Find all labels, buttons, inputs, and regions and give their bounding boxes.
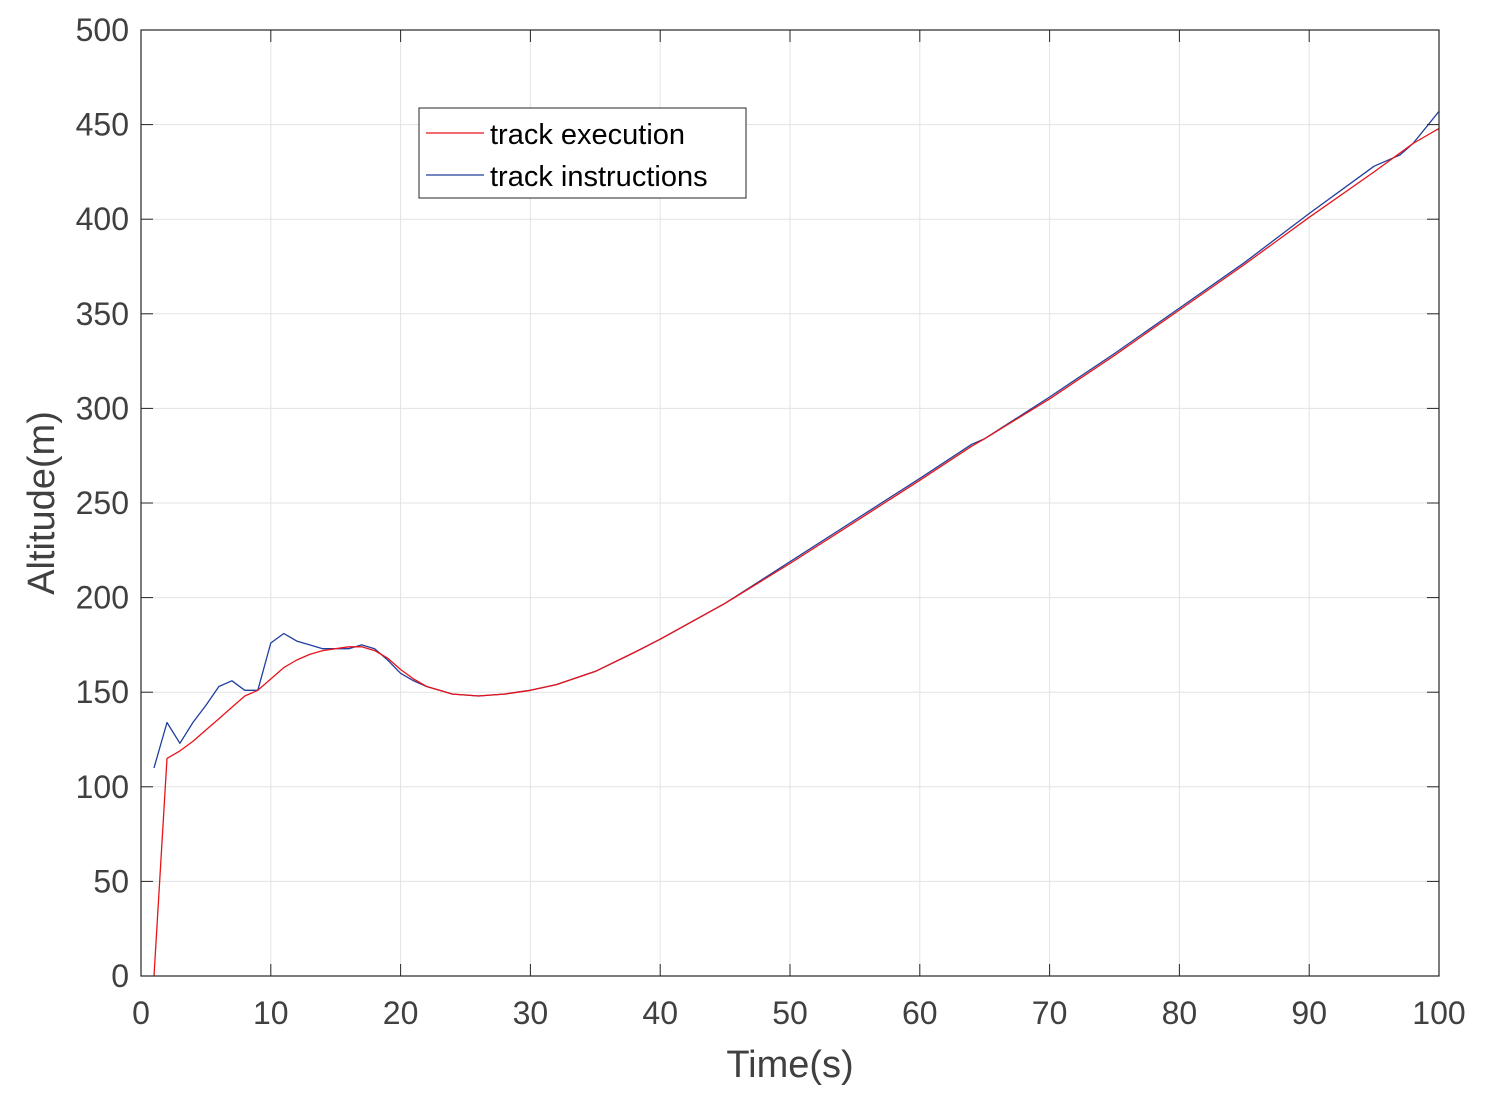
- x-tick-label: 60: [902, 995, 938, 1031]
- y-tick-label: 200: [76, 580, 129, 616]
- y-tick-label: 450: [76, 107, 129, 143]
- x-tick-label: 90: [1291, 995, 1327, 1031]
- x-tick-label: 30: [513, 995, 549, 1031]
- series-layer: [153, 110, 1440, 977]
- x-tick-label: 20: [383, 995, 419, 1031]
- y-tick-label: 350: [76, 296, 129, 332]
- legend-box: [418, 107, 747, 199]
- x-tick-label: 10: [253, 995, 289, 1031]
- y-tick-label: 500: [76, 12, 129, 48]
- y-tick-label: 50: [93, 863, 129, 899]
- x-tick-label: 80: [1162, 995, 1198, 1031]
- y-tick-label: 400: [76, 201, 129, 237]
- x-tick-label: 100: [1412, 995, 1465, 1031]
- legend-label-track-instructions: track instructions: [490, 161, 708, 193]
- y-tick-label: 150: [76, 674, 129, 710]
- x-tick-label: 40: [642, 995, 678, 1031]
- legend: track execution track instructions: [418, 107, 747, 199]
- y-axis-title: Altitude(m): [21, 411, 63, 595]
- y-axis: 0 50 100 150 200 250 300 350 400 450 500: [76, 12, 1439, 994]
- y-tick-label: 300: [76, 390, 129, 426]
- x-tick-label: 70: [1032, 995, 1068, 1031]
- y-tick-label: 250: [76, 485, 129, 521]
- legend-label-track-execution: track execution: [490, 119, 685, 151]
- x-axis-title: Time(s): [726, 1044, 853, 1086]
- y-tick-label: 100: [76, 769, 129, 805]
- x-tick-label: 50: [772, 995, 808, 1031]
- series-line-track-execution: [153, 127, 1440, 977]
- y-tick-label: 0: [111, 958, 129, 994]
- x-axis: 0 10 20 30 40 50 60 70 80 90 100: [132, 30, 1466, 1031]
- x-tick-label: 0: [132, 995, 150, 1031]
